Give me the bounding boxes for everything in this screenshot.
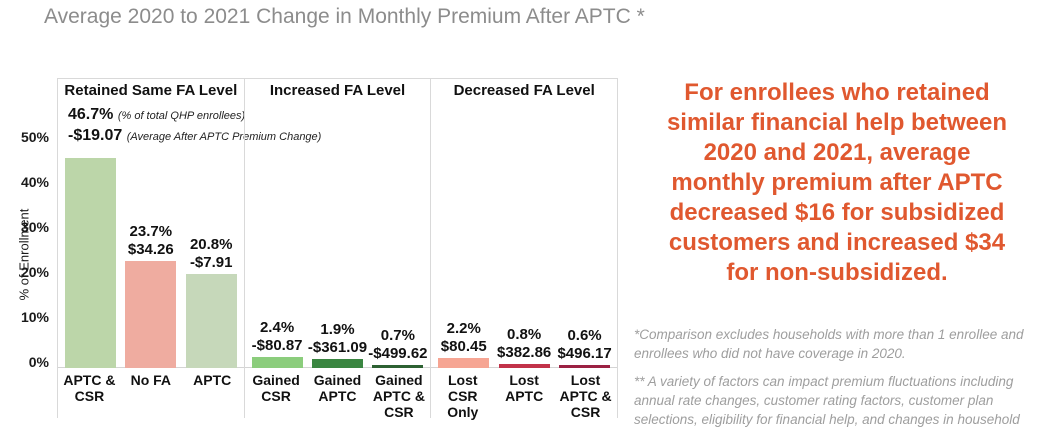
y-axis-tick-10: 10%	[20, 309, 49, 325]
bar-group-no-fa: 23.7% $34.26	[123, 223, 179, 368]
bar-lost-aptc	[498, 364, 550, 368]
bar-group-gained-aptc-csr: 0.7% -$499.62	[368, 327, 428, 368]
dollar-value: $34.26	[127, 241, 174, 259]
bar-value-label: 0.8% $382.86	[497, 326, 551, 362]
bar-group-gained-csr: 2.4% -$80.87	[249, 319, 305, 368]
bar-group-lost-aptc-csr: 0.6% $496.17	[557, 327, 613, 368]
chart-section-decreased-fa-level: Decreased FA Level 2.2% $80.45 0.8% $382.86 0…	[430, 79, 618, 420]
dollar-value: -$361.09	[307, 339, 368, 357]
footnote-2: ** A variety of factors can impact premi…	[634, 374, 1020, 433]
callout-line: for non-subsidized.	[726, 259, 948, 286]
bar-group-aptc: 20.8% -$7.91	[183, 236, 239, 368]
x-axis-label-lost-aptc-csr: Lost APTC & CSR	[559, 372, 612, 420]
pct-value: 2.2%	[446, 320, 481, 338]
y-axis-tick-30: 30%	[20, 219, 49, 235]
bar-no-fa	[125, 261, 177, 368]
dollar-value: -$19.07	[68, 127, 123, 144]
x-axis-label-no-fa: No FA	[130, 372, 172, 388]
x-axis-label-aptc: APTC	[193, 372, 232, 388]
dollar-value: -$80.87	[251, 337, 303, 355]
bars-area: 23.7% $34.26 20.8% -$7.91	[58, 79, 244, 368]
x-axis-label-lost-aptc: Lost APTC	[505, 372, 544, 404]
y-axis-tick-0: 0%	[28, 354, 49, 370]
callout-line: monthly premium after APTC	[671, 169, 1003, 196]
chart-section-retained-same-fa-level: Retained Same FA Level 46.7% (% of total …	[58, 79, 321, 418]
x-axis-label-aptc-csr: APTC & CSR	[63, 372, 116, 404]
bar-group-gained-aptc: 1.9% -$361.09	[308, 321, 367, 368]
pct-line: 46.7% (% of total QHP enrollees)	[68, 105, 321, 126]
x-axis-labels: APTC & CSR No FA APTC	[58, 368, 244, 418]
bar-gained-csr	[251, 357, 303, 368]
pct-value: 0.7%	[380, 326, 415, 344]
y-axis-tick-20: 20%	[20, 264, 49, 280]
premium-change-bar-chart: Retained Same FA Level 46.7% (% of total …	[57, 78, 618, 420]
x-axis-label-gained-aptc: Gained APTC	[313, 372, 362, 404]
bar-lost-csr-only	[438, 358, 490, 368]
callout-line: similar financial help between	[666, 109, 1008, 136]
x-axis-label-gained-aptc-csr: Gained APTC & CSR	[372, 372, 425, 420]
pct-value: 0.8%	[507, 326, 542, 344]
bar-value-label: 23.7% $34.26	[128, 223, 174, 259]
callout-line: For enrollees who retained	[684, 79, 990, 106]
bar-value-label: 0.6% $496.17	[557, 327, 611, 363]
bar-value-label-annotated: 46.7% (% of total QHP enrollees) -$19.07 …	[68, 105, 321, 147]
bar-gained-aptc	[311, 359, 363, 368]
dollar-line: -$19.07 (Average After APTC Premium Chan…	[68, 126, 321, 147]
bar-value-label: 0.7% -$499.62	[368, 327, 427, 363]
pct-value: 46.7%	[68, 106, 114, 123]
dollar-note: (Average After APTC Premium Change)	[126, 131, 322, 143]
callout-line: customers and increased $34	[668, 229, 1006, 256]
dollar-value: $382.86	[497, 344, 552, 362]
bars-area: 2.4% -$80.87 1.9% -$361.09 0.7% -$499.62	[245, 79, 431, 368]
pct-value: 2.4%	[259, 319, 295, 337]
bar-value-label: 20.8% -$7.91	[190, 236, 233, 272]
callout-line: decreased $16 for subsidized	[669, 199, 1005, 226]
pct-note: (% of total QHP enrollees)	[117, 110, 246, 122]
x-axis-labels: Gained CSR Gained APTC Gained APTC & CSR	[245, 368, 431, 420]
dollar-value: -$499.62	[368, 344, 428, 362]
section-header: Decreased FA Level	[453, 82, 595, 99]
slide-title: Average 2020 to 2021 Change in Monthly P…	[44, 5, 645, 28]
pct-value: 1.9%	[320, 321, 355, 339]
bar-aptc	[185, 274, 237, 368]
bar-lost-aptc-csr	[559, 365, 611, 368]
x-axis-label-lost-csr-only: Lost CSR Only	[447, 372, 479, 420]
dollar-value: $496.17	[557, 345, 612, 363]
bar-group-aptc-csr	[62, 157, 118, 368]
bar-aptc-csr	[64, 157, 116, 368]
bar-value-label: 1.9% -$361.09	[308, 321, 367, 357]
pct-value: 20.8%	[189, 236, 233, 254]
callout-text: For enrollees who retained similar financ…	[628, 78, 1046, 288]
bar-gained-aptc-csr	[372, 364, 424, 368]
bars-area: 2.2% $80.45 0.8% $382.86 0.6% $496.17	[431, 79, 617, 368]
footnotes: *Comparison excludes households with mor…	[634, 325, 1040, 433]
y-axis: 0% 10% 20% 30% 40% 50%	[0, 78, 53, 418]
chart-section-increased-fa-level: Increased FA Level 2.4% -$80.87 1.9% -$361.0…	[243, 79, 431, 420]
pct-value: 23.7%	[129, 223, 173, 241]
footnote-1: *Comparison excludes households with mor…	[634, 327, 1024, 361]
x-axis-labels: Lost CSR Only Lost APTC Lost APTC & CSR	[431, 368, 617, 420]
pct-value: 0.6%	[567, 327, 602, 345]
dollar-value: $80.45	[440, 338, 487, 356]
bar-value-label: 2.4% -$80.87	[252, 319, 303, 355]
bar-group-lost-csr-only: 2.2% $80.45	[436, 320, 492, 368]
bar-value-label: 2.2% $80.45	[441, 320, 487, 356]
callout-line: 2020 and 2021, average	[703, 139, 971, 166]
bar-group-lost-aptc: 0.8% $382.86	[496, 326, 552, 368]
y-axis-tick-50: 50%	[20, 129, 49, 145]
section-header: Increased FA Level	[269, 82, 406, 99]
y-axis-tick-40: 40%	[20, 174, 49, 190]
x-axis-label-gained-csr: Gained CSR	[252, 372, 300, 404]
section-header: Retained Same FA Level	[64, 82, 238, 99]
dollar-value: -$7.91	[189, 254, 233, 272]
